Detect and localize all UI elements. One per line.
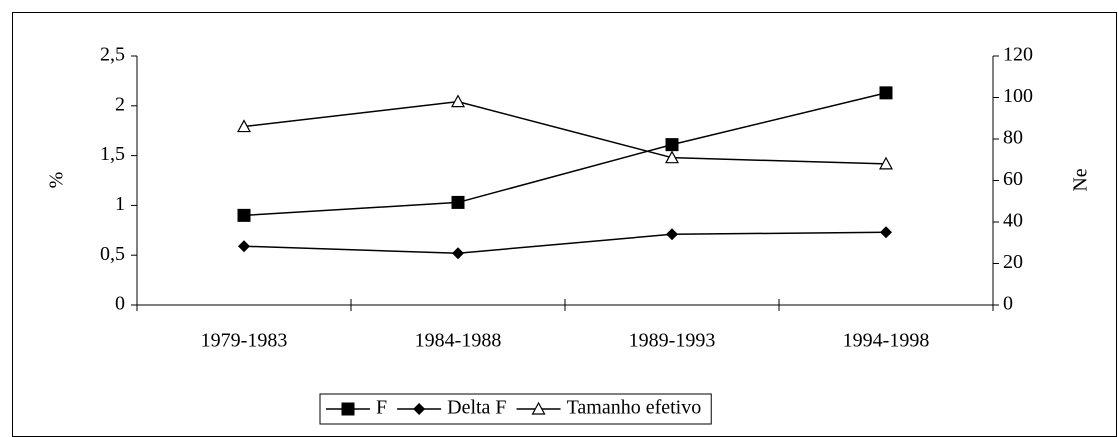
marker xyxy=(237,208,251,222)
legend-marker xyxy=(531,401,546,415)
series-line xyxy=(243,92,887,217)
y-tick-label: 1,5 xyxy=(100,143,125,165)
marker xyxy=(665,138,679,152)
y2-tick-label: 100 xyxy=(1003,85,1033,107)
marker xyxy=(879,86,893,100)
x-tick-label: 1984-1988 xyxy=(415,330,502,352)
y2-tick-label: 80 xyxy=(1003,127,1023,149)
y-tick-label: 1 xyxy=(115,193,125,215)
marker xyxy=(236,119,252,133)
series-line xyxy=(243,231,887,254)
y2-tick-label: 20 xyxy=(1003,251,1023,273)
x-tick-label: 1994-1998 xyxy=(843,330,930,352)
legend-label: Tamanho efetivo xyxy=(567,397,702,419)
marker xyxy=(666,228,678,241)
x-tick-label: 1979-1983 xyxy=(201,330,288,352)
chart-frame xyxy=(12,12,1117,437)
y-tick-label: 2,5 xyxy=(100,44,125,66)
y-tick-label: 0 xyxy=(115,293,125,315)
y2-tick-label: 0 xyxy=(1003,293,1013,315)
x-tick-label: 1989-1993 xyxy=(629,330,716,352)
marker xyxy=(452,247,464,260)
marker xyxy=(878,156,894,170)
marker xyxy=(450,94,466,108)
marker xyxy=(880,226,892,239)
marker xyxy=(451,195,465,209)
y2-tick-label: 60 xyxy=(1003,168,1023,190)
legend-marker xyxy=(413,403,426,415)
legend-box xyxy=(319,393,712,425)
marker xyxy=(238,240,250,253)
y-tick-label: 2 xyxy=(115,93,125,115)
y-axis-label: % xyxy=(46,172,68,189)
legend-label: Delta F xyxy=(447,397,506,419)
legend-marker xyxy=(341,402,355,416)
marker xyxy=(664,150,680,164)
legend-label: F xyxy=(376,397,387,419)
series-line xyxy=(243,100,887,165)
y2-tick-label: 120 xyxy=(1003,44,1033,66)
y2-tick-label: 40 xyxy=(1003,210,1023,232)
y-tick-label: 0,5 xyxy=(100,243,125,265)
legend: F Delta F Tamanho efetivo xyxy=(319,393,712,425)
y2-axis-label: Ne xyxy=(1070,168,1092,191)
